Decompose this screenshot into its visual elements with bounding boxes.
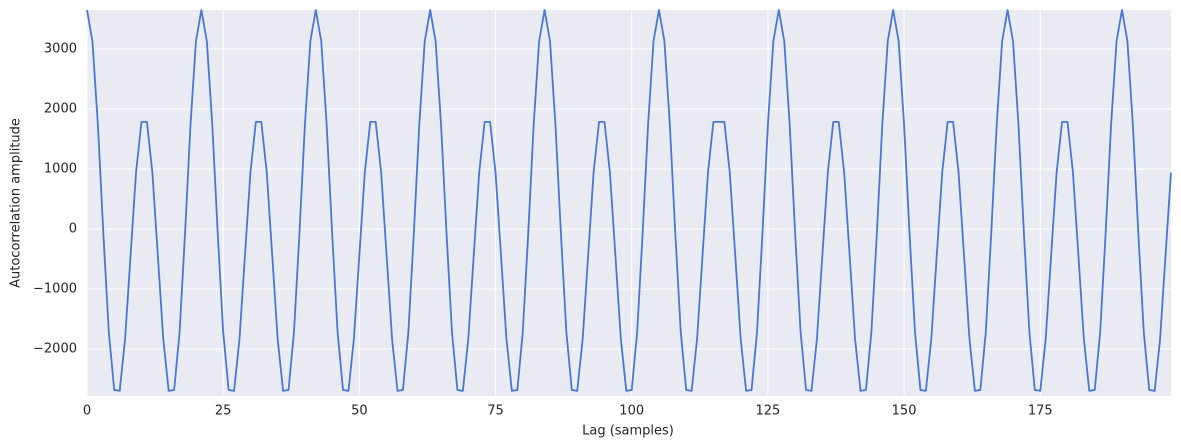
x-tick-label: 175 bbox=[1028, 404, 1053, 419]
y-tick-label: 3000 bbox=[44, 42, 77, 57]
y-tick-label: 2000 bbox=[44, 102, 77, 117]
x-tick-label: 150 bbox=[892, 404, 917, 419]
y-axis-label: Autocorrelation amplitude bbox=[9, 118, 24, 288]
x-tick-label: 125 bbox=[755, 404, 780, 419]
y-tick-label: −2000 bbox=[33, 342, 77, 357]
y-tick-label: 1000 bbox=[44, 162, 77, 177]
y-tick-label: 0 bbox=[69, 222, 77, 237]
y-tick-label: −1000 bbox=[33, 282, 77, 297]
x-tick-label: 50 bbox=[351, 404, 368, 419]
x-axis-label: Lag (samples) bbox=[582, 424, 674, 439]
x-tick-label: 0 bbox=[83, 404, 91, 419]
plot-area bbox=[87, 10, 1171, 396]
data-line bbox=[86, 9, 1172, 392]
x-tick-label: 75 bbox=[487, 404, 504, 419]
x-tick-label: 25 bbox=[215, 404, 232, 419]
x-tick-label: 100 bbox=[619, 404, 644, 419]
